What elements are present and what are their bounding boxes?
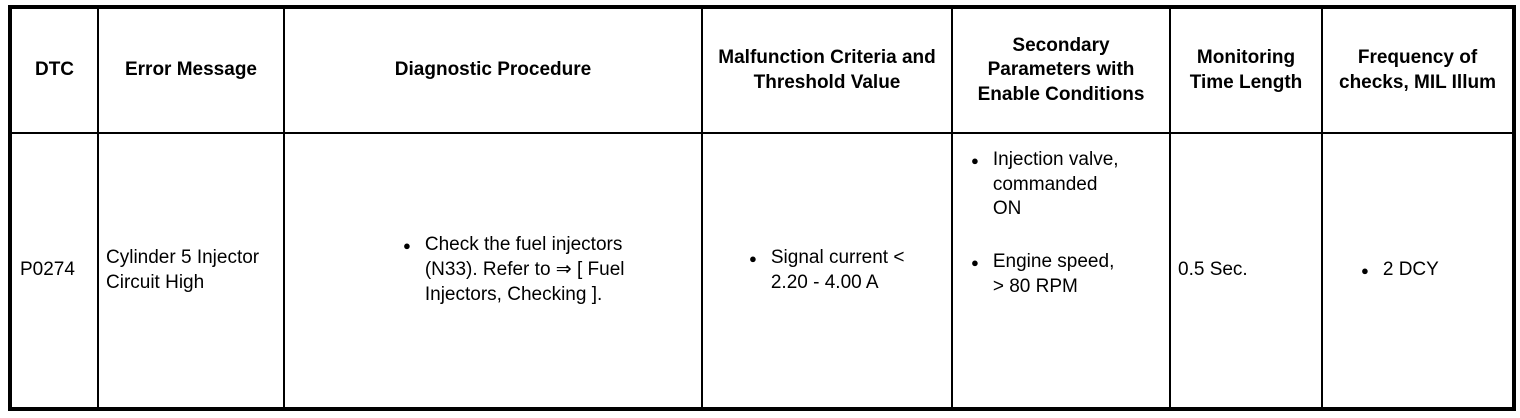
cell-dtc: P0274 [9,132,99,410]
column-header-error-message: Error Message [97,6,285,134]
column-header-dtc: DTC [9,6,99,134]
cell-malfunction-criteria: ● Signal current < 2.20 - 4.00 A [701,132,953,410]
bullet-icon: ● [971,255,979,271]
list-item: ● Check the fuel injectors (N33). Refer … [403,233,695,307]
column-header-frequency: Frequency of checks, MIL Illum [1321,6,1515,134]
secondary-parameter-text: Injection valve, commanded ON [992,149,1119,220]
table-row: P0274 Cylinder 5 Injector Circuit High ●… [9,132,1515,410]
monitoring-time-text: 0.5 Sec. [1178,259,1248,281]
secondary-parameter-text: Engine speed, > 80 RPM [992,251,1115,297]
cell-error-message: Cylinder 5 Injector Circuit High [97,132,285,410]
bullet-icon: ● [971,153,979,168]
list-item: ● Signal current < 2.20 - 4.00 A [749,246,945,295]
dtc-code: P0274 [20,259,75,281]
column-header-malfunction-criteria: Malfunction Criteria and Threshold Value [701,6,953,134]
frequency-text: 2 DCY [1382,259,1439,280]
cell-monitoring-time: 0.5 Sec. [1169,132,1323,410]
error-message-text: Cylinder 5 Injector Circuit High [106,246,260,293]
column-header-secondary-parameters: Secondary Parameters with Enable Conditi… [951,6,1171,134]
column-header-diagnostic-procedure: Diagnostic Procedure [283,6,703,134]
bullet-icon: ● [1361,263,1369,278]
cell-frequency: ● 2 DCY [1321,132,1515,410]
header-row: DTC Error Message Diagnostic Procedure M… [9,6,1515,134]
malfunction-criteria-text: Signal current < 2.20 - 4.00 A [770,246,905,293]
cell-diagnostic-procedure: ● Check the fuel injectors (N33). Refer … [283,132,703,410]
list-item: ● Engine speed, > 80 RPM [971,250,1163,299]
cell-secondary-parameters: ● Injection valve, commanded ON ● Engine… [951,132,1171,410]
column-header-monitoring-time: Monitoring Time Length [1169,6,1323,134]
list-item: ● Injection valve, commanded ON [971,148,1163,222]
bullet-icon: ● [403,238,411,254]
bullet-icon: ● [749,250,757,266]
diagnostic-procedure-text: Check the fuel injectors (N33). Refer to… [424,234,625,305]
dtc-table: DTC Error Message Diagnostic Procedure M… [8,5,1516,411]
list-item: ● 2 DCY [1361,258,1506,283]
